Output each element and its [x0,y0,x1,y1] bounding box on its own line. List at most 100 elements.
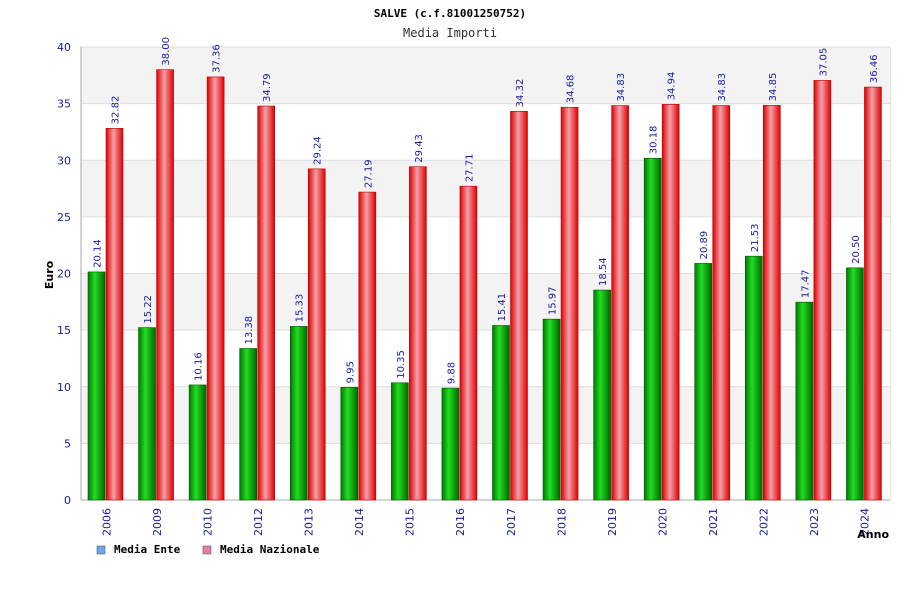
x-tick-label: 2015 [404,508,417,536]
y-tick-label: 30 [57,154,71,167]
bar-value-label: 13.38 [244,316,255,345]
bar-value-label: 10.16 [194,352,205,381]
bar-value-label: 15.33 [295,294,306,323]
bar-media-nazionale [661,104,680,501]
bar-value-label: 34.79 [262,73,273,102]
y-tick-label: 40 [57,41,71,54]
y-tick-label: 15 [57,324,71,337]
x-tick-label: 2017 [505,508,518,536]
x-axis-label: Anno [857,528,889,541]
bar-value-label: 29.24 [313,136,324,165]
bar-media-ente [846,267,864,501]
chart-title: SALVE (c.f.81001250752) [374,7,526,20]
bar-value-label: 30.18 [649,126,660,155]
bar-value-label: 34.85 [768,73,779,102]
bar-media-nazionale [409,166,427,501]
bars: 20.14 32.82 15.22 38.00 10.16 37.36 13.38 34.79… [87,37,882,501]
bar-media-ente [340,387,359,501]
bar-value-label: 34.83 [616,73,627,102]
bar-value-label: 20.89 [699,231,710,260]
bar-media-nazionale [459,185,478,501]
x-tick-label: 2024 [859,508,872,536]
bar-value-label: 38.00 [161,37,172,66]
y-tick-label: 20 [57,268,71,281]
bar-media-ente [289,326,308,501]
bar-media-nazionale [105,128,124,501]
bar-media-nazionale [307,168,326,501]
bar-value-label: 18.54 [598,257,609,286]
bar-media-nazionale [206,76,225,501]
y-tick-label: 0 [64,494,71,507]
legend: Media Ente Media Nazionale [96,543,320,556]
bar-media-ente [492,325,510,501]
x-tick-label: 2012 [252,508,265,536]
y-tick-label: 5 [64,437,71,450]
bar-value-label: 27.19 [363,159,374,188]
bar-media-nazionale [813,80,832,501]
bar-value-label: 15.97 [548,286,559,315]
bar-media-ente [542,318,561,501]
bar-media-ente [188,384,207,501]
bar-value-label: 15.41 [497,293,508,322]
bar-media-ente [87,271,106,501]
bar-media-nazionale [257,105,275,501]
bar-value-label: 20.50 [851,235,862,264]
bar-media-nazionale [864,86,882,501]
bar-media-ente [593,289,611,501]
bar-media-ente [795,301,814,501]
x-tick-label: 2009 [151,508,164,536]
bar-value-label: 21.53 [750,224,761,253]
bar-media-nazionale [560,106,579,501]
bar-media-nazionale [156,69,174,501]
x-tick-label: 2020 [656,508,669,536]
bar-value-label: 34.94 [667,72,678,101]
bar-media-ente [745,255,763,501]
y-tick-label: 25 [57,211,71,224]
y-tick-label: 10 [57,381,71,394]
bar-media-nazionale [763,105,781,501]
x-tick-label: 2006 [100,508,113,536]
legend-label-media-ente: Media Ente [114,543,181,556]
bar-value-label: 20.14 [93,239,104,268]
y-tick-label: 35 [57,98,71,111]
x-tick-label: 2019 [606,508,619,536]
bar-value-label: 37.36 [212,44,223,73]
bar-value-label: 17.47 [800,270,811,299]
bar-value-label: 34.83 [717,73,728,102]
x-tick-label: 2014 [353,508,366,536]
x-tick-label: 2013 [303,508,316,536]
bar-value-label: 34.68 [566,75,577,104]
bar-media-ente [239,348,257,501]
bar-value-label: 9.88 [446,362,457,384]
bar-media-nazionale [712,105,731,501]
bar-media-nazionale [611,105,629,501]
bar-media-ente [138,327,156,501]
chart-subtitle: Media Importi [403,26,497,40]
bar-media-nazionale [358,191,377,501]
bar-value-label: 32.82 [111,96,122,125]
x-tick-label: 2022 [758,508,771,536]
x-tick-label: 2021 [707,508,720,536]
bar-value-label: 34.32 [515,79,526,108]
x-tick-label: 2010 [201,508,214,536]
bar-value-label: 9.95 [345,361,356,383]
x-tick-label: 2016 [454,508,467,536]
bar-media-ente [694,263,713,501]
bar-media-ente [391,382,409,501]
bar-value-label: 37.05 [818,48,829,77]
y-axis-label: Euro [43,260,56,289]
legend-label-media-nazionale: Media Nazionale [220,543,320,556]
x-tick-label: 2018 [555,508,568,536]
legend-swatch-media-ente [96,545,106,555]
legend-swatch-media-nazionale [202,545,212,555]
bar-value-label: 10.35 [396,350,407,379]
x-axis-ticks: 2006 2009 2010 2012 2013 2014 2015 2016 2017 2018… [100,508,871,536]
bar-value-label: 15.22 [143,295,154,324]
y-axis-ticks: 0 5 10 15 20 25 30 35 40 [57,41,71,507]
bar-media-ente [643,157,662,501]
bar-value-label: 29.43 [414,134,425,163]
bar-value-label: 36.46 [869,54,880,83]
bar-media-nazionale [510,111,528,501]
bar-media-ente [441,387,460,501]
